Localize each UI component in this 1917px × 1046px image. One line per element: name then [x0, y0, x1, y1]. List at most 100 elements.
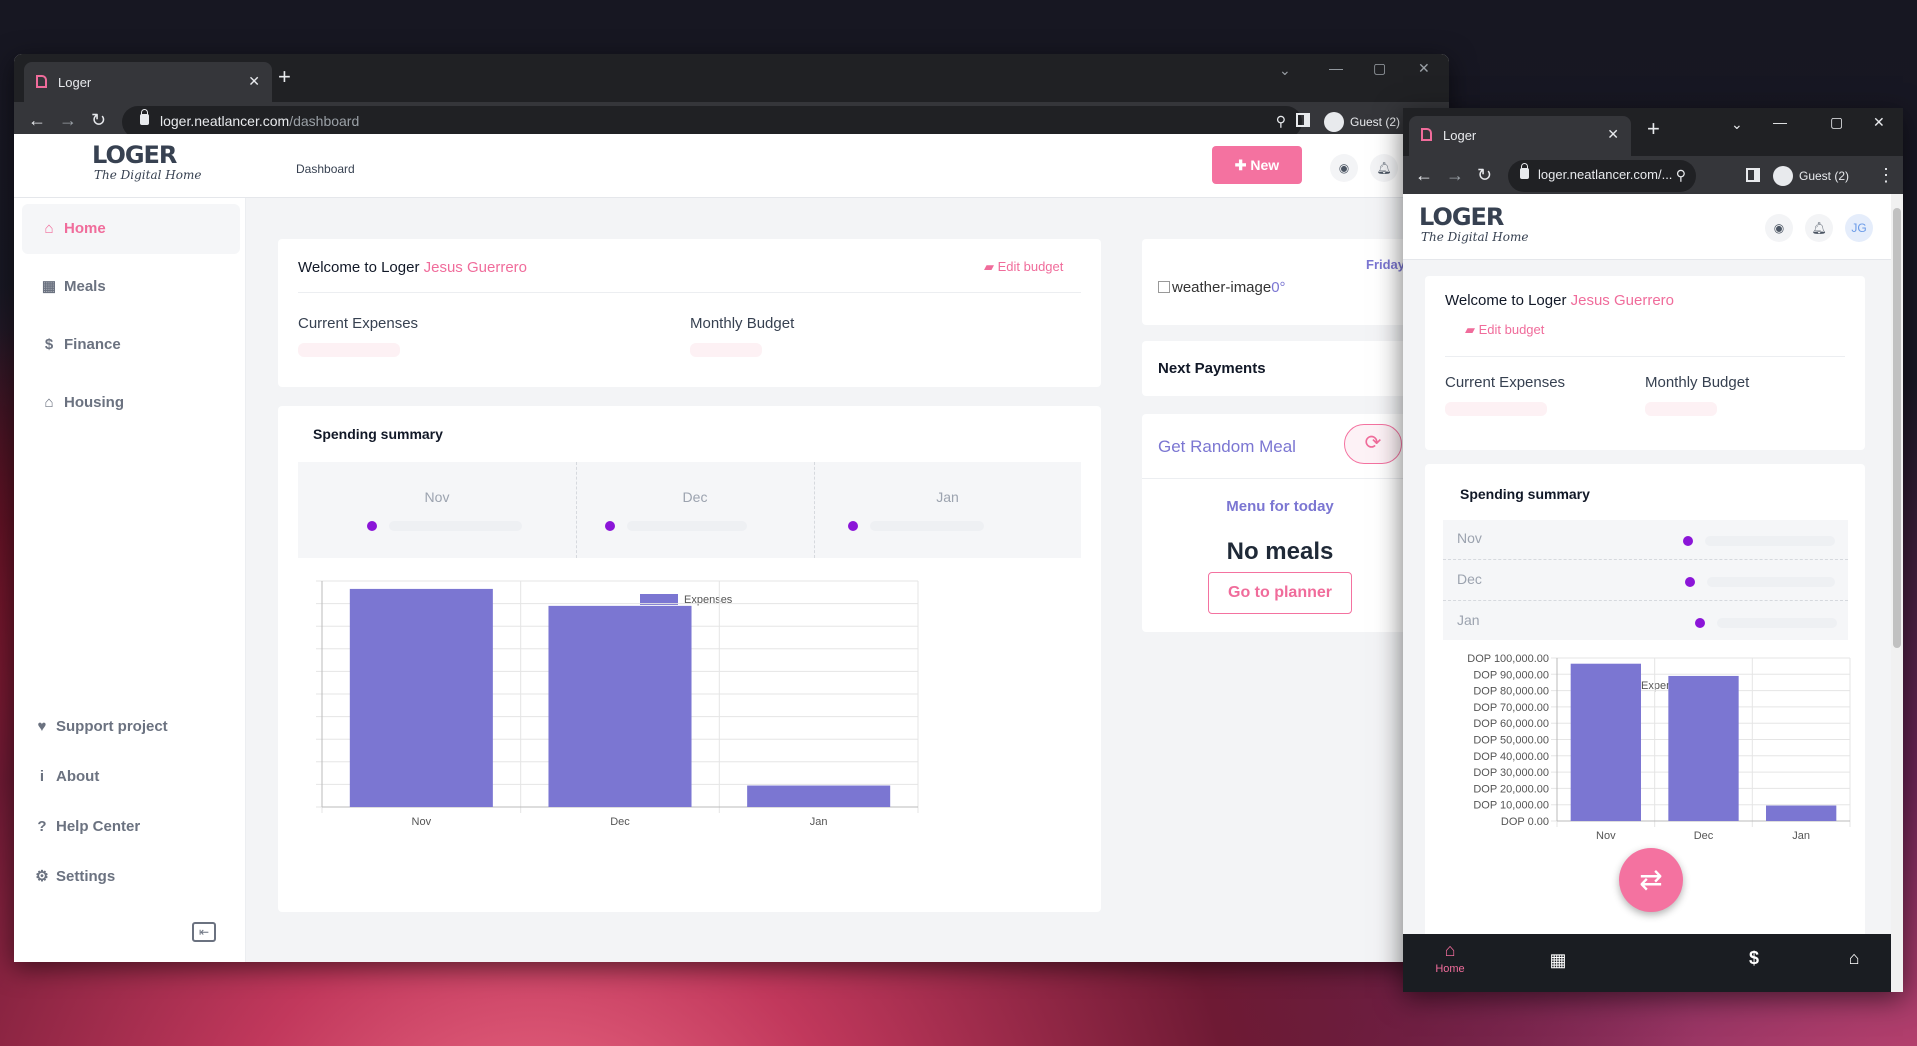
logo-wordmark: LOGER — [92, 141, 177, 169]
reload-icon[interactable]: ↻ — [1477, 165, 1493, 185]
new-tab-button[interactable]: + — [1647, 116, 1660, 141]
lock-icon — [1520, 163, 1529, 179]
menu-dots-icon[interactable]: ⋮ — [1877, 165, 1895, 185]
side-panel-icon[interactable] — [1296, 113, 1310, 127]
sidebar-item-meals[interactable]: ▦ Meals — [22, 262, 240, 312]
logo-tagline: The Digital Home — [94, 168, 202, 182]
close-window-button[interactable]: ✕ — [1873, 114, 1885, 130]
notifications-bell-icon[interactable]: 🔔︎ — [1370, 154, 1398, 182]
swap-arrows-icon: ⇄ — [1639, 864, 1663, 895]
y-tick-label: DOP 20,000.00 — [1473, 783, 1549, 795]
sidebar-item-home[interactable]: ⌂ Home — [22, 204, 240, 254]
scrollbar-thumb[interactable] — [1893, 208, 1901, 648]
user-name: Jesus Guerrero — [1570, 292, 1674, 309]
monthly-budget-placeholder — [690, 343, 762, 357]
profile-avatar-icon[interactable] — [1324, 112, 1344, 132]
sidebar-item-housing[interactable]: ⌂ Housing — [22, 378, 240, 428]
back-icon[interactable]: ← — [1415, 165, 1433, 185]
bottom-nav-finance[interactable]: $ — [1739, 948, 1769, 969]
support-project-link[interactable]: ♥ Support project — [32, 718, 168, 735]
help-center-link[interactable]: ? Help Center — [32, 818, 140, 835]
minimize-button[interactable]: — — [1329, 60, 1343, 76]
y-tick-label: DOP 80,000.00 — [1473, 686, 1549, 698]
app-logo[interactable]: LOGER The Digital Home — [92, 142, 201, 182]
y-tick-label: DOP 50,000.00 — [1473, 735, 1549, 747]
monthly-budget-label: Monthly Budget — [690, 315, 795, 332]
app-logo[interactable]: LOGER The Digital Home — [1419, 204, 1528, 244]
profile-label[interactable]: Guest (2) — [1350, 115, 1401, 129]
breadcrumb[interactable]: Dashboard — [296, 162, 355, 176]
collapse-sidebar-icon[interactable]: ⇤ — [192, 922, 216, 942]
logo-tagline: The Digital Home — [1421, 230, 1529, 244]
monthly-budget-placeholder — [1645, 402, 1717, 416]
new-button[interactable]: ✚ New — [1212, 146, 1302, 184]
refresh-icon[interactable]: ⟳ — [1344, 424, 1402, 464]
wallet-icon: ▰ — [984, 259, 998, 274]
forward-icon[interactable]: → — [1446, 165, 1464, 185]
minimize-button[interactable]: — — [1773, 114, 1787, 130]
x-tick-label: Jan — [1792, 830, 1810, 842]
notifications-bell-icon[interactable]: 🔔︎ — [1805, 214, 1833, 242]
calendar-icon: ▦ — [1549, 950, 1567, 970]
address-bar[interactable]: loger.neatlancer.com/... ⚲ — [1508, 160, 1696, 192]
avatar[interactable]: JG — [1845, 214, 1873, 242]
month-cell-dec: Dec — [576, 462, 814, 558]
address-bar[interactable]: loger.neatlancer.com/dashboard ⚲ — [122, 106, 1302, 138]
random-meal-title: Get Random Meal — [1158, 437, 1296, 456]
tab-close-icon[interactable]: ✕ — [248, 73, 260, 89]
about-link[interactable]: i About — [32, 768, 99, 785]
welcome-card: Welcome to Loger Jesus Guerrero ▰ Edit b… — [1425, 276, 1865, 450]
welcome-text: Welcome to Loger Jesus Guerrero — [1445, 292, 1674, 309]
browser-tab[interactable]: Loger ✕ — [24, 62, 272, 102]
bottom-navigation: ⌂ Home ▦ $ ⌂ — [1403, 934, 1891, 992]
tab-search-icon[interactable]: ⌄ — [1731, 116, 1743, 132]
chart-legend: Expenses — [640, 594, 732, 606]
maximize-button[interactable]: ▢ — [1373, 60, 1387, 76]
month-dot — [1685, 577, 1695, 587]
swap-fab-button[interactable]: ⇄ — [1619, 848, 1683, 912]
new-tab-button[interactable]: + — [278, 64, 291, 89]
x-tick-label: Jan — [810, 816, 828, 828]
bottom-nav-home[interactable]: ⌂ Home — [1435, 940, 1465, 975]
month-dot — [1695, 618, 1705, 628]
current-expenses-label: Current Expenses — [1445, 374, 1566, 391]
current-expenses-label: Current Expenses — [298, 315, 419, 332]
month-row-dec: Dec — [1443, 560, 1848, 601]
spending-summary-title: Spending summary — [1460, 486, 1590, 502]
settings-link[interactable]: ⚙ Settings — [32, 867, 115, 885]
edit-budget-link[interactable]: ▰ Edit budget — [984, 259, 1064, 274]
edit-budget-link[interactable]: ▰ Edit budget — [1465, 322, 1545, 337]
user-name: Jesus Guerrero — [423, 259, 527, 276]
profile-avatar-icon[interactable] — [1773, 166, 1793, 186]
x-tick-label: Nov — [412, 816, 432, 828]
profile-label[interactable]: Guest (2) — [1799, 169, 1850, 183]
home-icon: ⌂ — [1444, 940, 1456, 960]
hide-values-button[interactable]: ◉ — [1330, 154, 1358, 182]
tab-search-icon[interactable]: ⌄ — [1279, 62, 1291, 78]
sidebar-item-finance[interactable]: $ Finance — [22, 320, 240, 370]
hide-values-button[interactable]: ◉ — [1765, 214, 1793, 242]
bottom-nav-housing[interactable]: ⌂ — [1839, 948, 1869, 969]
tab-close-icon[interactable]: ✕ — [1607, 126, 1619, 142]
bar-dec — [548, 605, 692, 807]
side-panel-icon[interactable] — [1746, 168, 1760, 182]
close-window-button[interactable]: ✕ — [1418, 60, 1430, 76]
bottom-nav-meals[interactable]: ▦ — [1543, 950, 1573, 971]
location-icon[interactable]: ⚲ — [1275, 113, 1286, 129]
app-header-mobile: LOGER The Digital Home ◉ 🔔︎ JG — [1403, 194, 1891, 260]
browser-chrome-mobile: Loger ✕ + ⌄ — ▢ ✕ ← → ↻ loger.neatlancer… — [1403, 108, 1903, 194]
back-icon[interactable]: ← — [28, 110, 46, 130]
desktop-browser-window: Loger ✕ + ⌄ — ▢ ✕ ← → ↻ loger.neatlancer… — [14, 54, 1449, 962]
y-tick-label: DOP 100,000.00 — [1467, 653, 1549, 665]
location-icon[interactable]: ⚲ — [1675, 167, 1686, 184]
maximize-button[interactable]: ▢ — [1830, 114, 1844, 130]
browser-tab-mobile[interactable]: Loger ✕ — [1409, 116, 1631, 156]
page-scrollbar[interactable] — [1891, 194, 1903, 992]
forward-icon[interactable]: → — [59, 110, 77, 130]
month-dot — [367, 521, 377, 531]
go-to-planner-button[interactable]: Go to planner — [1208, 572, 1352, 614]
month-cell-nov: Nov — [298, 462, 576, 558]
tab-strip-mobile: Loger ✕ + ⌄ — ▢ ✕ — [1403, 108, 1903, 156]
reload-icon[interactable]: ↻ — [91, 110, 107, 130]
bar-nov — [349, 588, 493, 807]
